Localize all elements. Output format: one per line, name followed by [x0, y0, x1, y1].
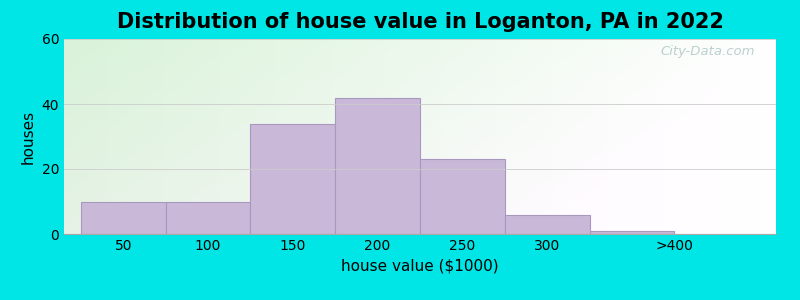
Title: Distribution of house value in Loganton, PA in 2022: Distribution of house value in Loganton,…	[117, 12, 723, 32]
Text: City-Data.com: City-Data.com	[660, 45, 754, 58]
Bar	[590, 231, 674, 234]
Y-axis label: houses: houses	[21, 110, 36, 164]
Bar	[420, 159, 505, 234]
Bar	[81, 202, 166, 234]
Bar	[335, 98, 420, 234]
Bar	[250, 124, 335, 234]
Bar	[166, 202, 250, 234]
X-axis label: house value ($1000): house value ($1000)	[341, 258, 499, 273]
Bar	[505, 214, 590, 234]
